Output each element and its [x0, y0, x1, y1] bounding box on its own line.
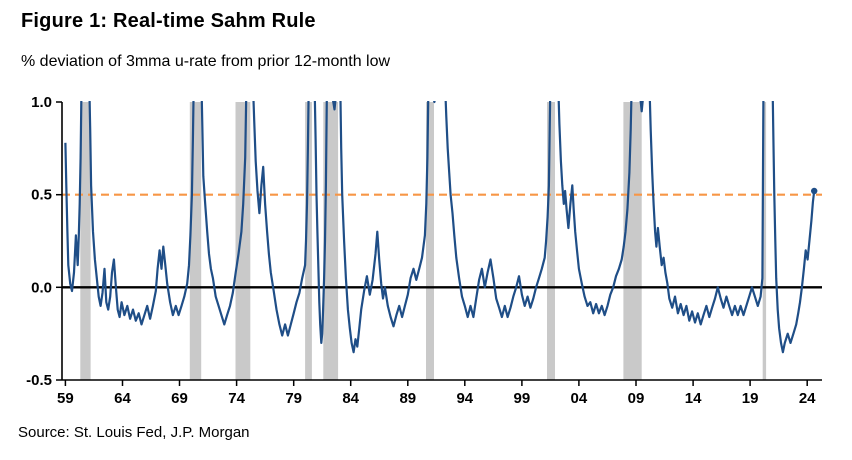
x-tick-label: 04	[571, 390, 588, 407]
recession-band	[426, 102, 434, 380]
source-note: Source: St. Louis Fed, J.P. Morgan	[18, 424, 250, 441]
figure-subtitle: % deviation of 3mma u-rate from prior 12…	[21, 53, 391, 70]
x-tick-label: 94	[456, 390, 473, 407]
x-tick-label: 99	[514, 390, 531, 407]
x-tick-label: 19	[742, 390, 759, 407]
x-tick-label: 24	[799, 390, 816, 407]
sahm-rule-line	[64, 101, 816, 354]
y-tick-label: 0.0	[31, 279, 52, 296]
recession-band	[623, 102, 642, 380]
recession-band	[189, 102, 202, 380]
x-tick-label: 69	[171, 390, 188, 407]
recession-band	[305, 102, 312, 380]
x-tick-label: 79	[285, 390, 302, 407]
y-tick-label: -0.5	[26, 372, 52, 389]
recession-band	[235, 102, 251, 380]
x-tick-label: 59	[57, 390, 74, 407]
recession-band	[762, 102, 767, 380]
recession-band	[80, 102, 91, 380]
x-tick-label: 89	[399, 390, 416, 407]
x-tick-label: 09	[628, 390, 645, 407]
x-tick-label: 64	[114, 390, 131, 407]
y-tick-label: 1.0	[31, 94, 52, 111]
x-tick-label: 14	[685, 390, 702, 407]
series-end-marker	[811, 187, 818, 195]
x-tick-label: 74	[228, 390, 245, 407]
y-tick-label: 0.5	[31, 187, 52, 204]
x-tick-label: 84	[342, 390, 359, 407]
recession-band	[547, 102, 555, 380]
figure-title: Figure 1: Real-time Sahm Rule	[21, 10, 316, 32]
